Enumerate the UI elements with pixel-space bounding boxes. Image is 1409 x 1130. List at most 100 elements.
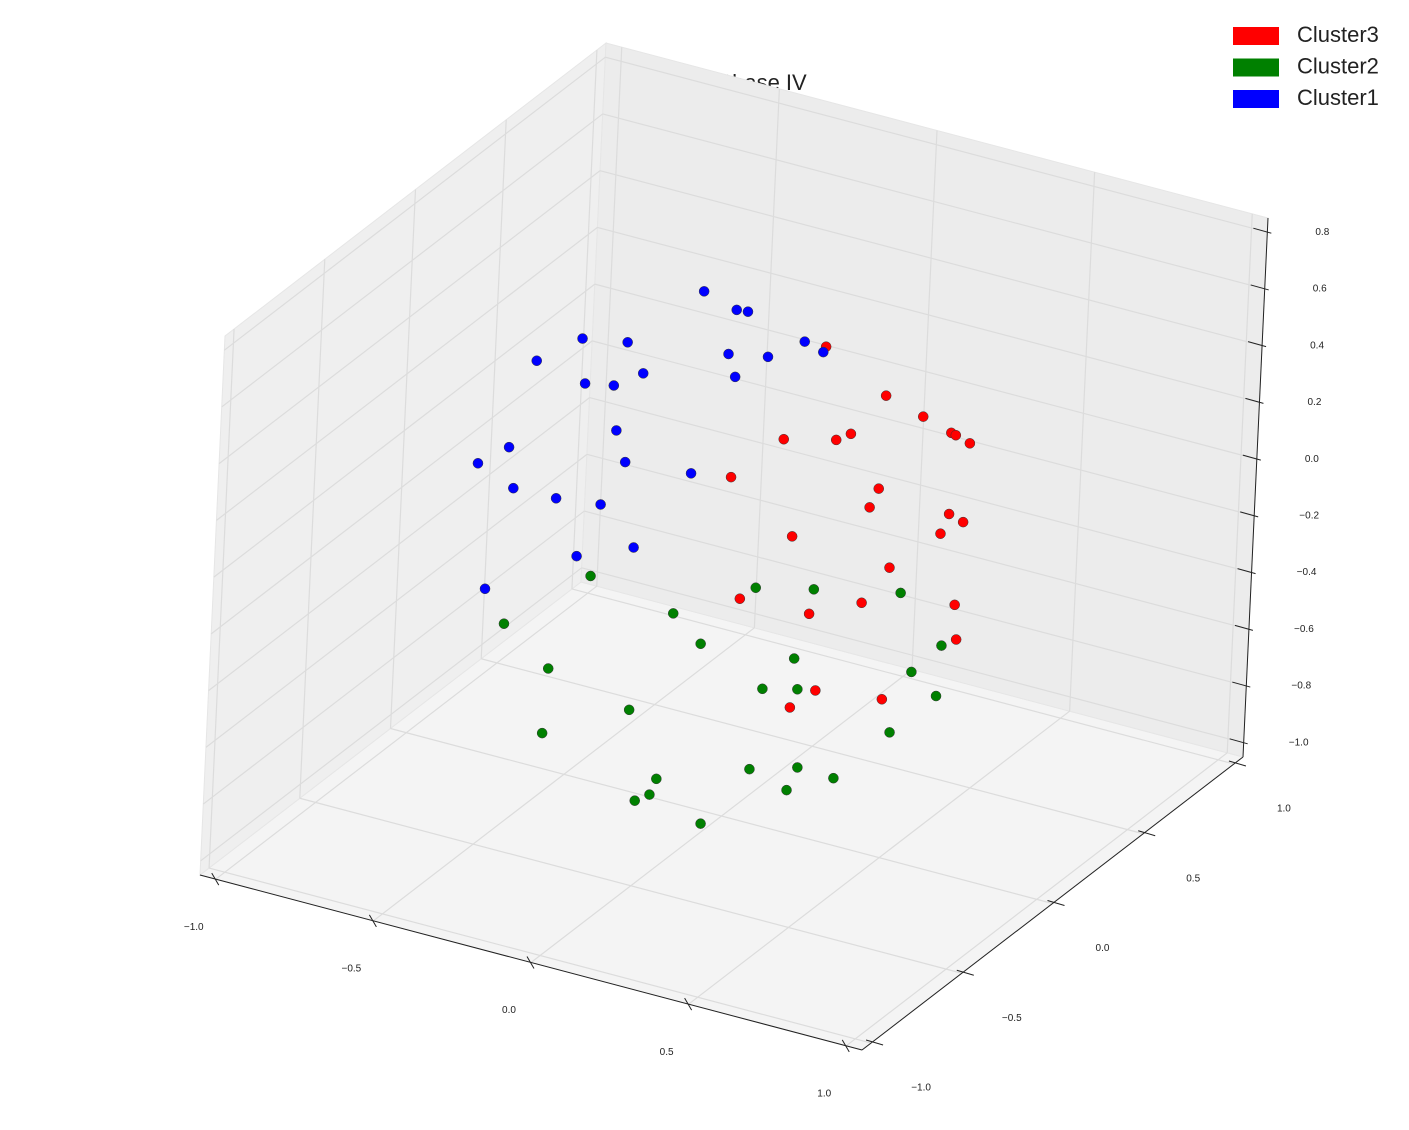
tick-mark <box>1047 900 1065 906</box>
scatter-point <box>744 763 755 775</box>
scatter-point <box>595 499 606 510</box>
scatter-point <box>784 702 796 713</box>
grid-line <box>299 797 962 974</box>
grid-line <box>589 397 1252 574</box>
scatter-point <box>964 438 976 449</box>
grid-line <box>605 56 1268 233</box>
tick-mark <box>1242 454 1261 461</box>
scatter-point <box>943 508 955 520</box>
scatter-point <box>503 441 515 453</box>
scatter-point <box>895 587 906 599</box>
x-tick-label: 0.5 <box>660 1047 674 1058</box>
tick-mark <box>865 1039 884 1046</box>
y-axis <box>861 756 1244 1051</box>
grid-line <box>586 453 1250 630</box>
grid-line <box>592 340 1255 517</box>
scatter-point <box>611 425 622 436</box>
grid-line <box>299 259 326 799</box>
scatter-point <box>577 333 588 344</box>
scatter-point <box>571 550 582 562</box>
legend-label: Cluster1 <box>1297 85 1379 110</box>
grid-line <box>480 119 507 659</box>
scatter-point <box>619 456 631 468</box>
grid-line <box>911 130 938 670</box>
scatter-point <box>873 483 884 494</box>
grid-line <box>571 588 1235 765</box>
grid-line <box>596 47 623 587</box>
scatter-point <box>637 368 649 379</box>
legend-swatch <box>1233 58 1279 77</box>
scatter-point <box>792 762 803 773</box>
tick-mark <box>1138 830 1156 837</box>
tick-mark <box>1229 738 1248 745</box>
tick-mark <box>1250 284 1269 291</box>
scatter-point <box>762 351 774 363</box>
x-tick-label: 1.0 <box>817 1088 831 1099</box>
grid-line <box>208 328 235 869</box>
tick-mark <box>956 969 974 976</box>
scatter-point <box>695 818 706 829</box>
scatter-point <box>856 597 867 609</box>
y-tick-label: 0.0 <box>1096 943 1110 954</box>
tick-mark <box>1234 624 1254 631</box>
grid-line <box>571 49 598 590</box>
legend-swatch <box>1233 90 1279 108</box>
grid-line <box>594 283 1257 460</box>
scatter-point <box>906 666 917 678</box>
scatter-point <box>808 584 820 595</box>
y-tick-label: −1.0 <box>911 1083 931 1094</box>
grid-line <box>202 510 585 805</box>
grid-line <box>200 567 583 862</box>
scatter-point <box>949 599 960 611</box>
z-tick-label: −1.0 <box>1289 737 1309 748</box>
grid-line <box>581 567 1244 744</box>
grid-line <box>597 226 1260 403</box>
z-tick-label: −0.2 <box>1299 511 1319 522</box>
scatter-point <box>935 528 946 539</box>
z-axis <box>1242 217 1269 758</box>
scatter-point <box>742 306 754 317</box>
grid-line <box>221 113 604 408</box>
legend-label: Cluster3 <box>1297 22 1379 47</box>
scatter-point <box>651 773 662 785</box>
scatter-point <box>884 727 895 738</box>
scatter-point <box>936 640 947 651</box>
scatter-point <box>830 434 842 446</box>
z-tick-label: −0.6 <box>1294 624 1314 635</box>
grid-line <box>481 658 1144 835</box>
z-tick-label: 0.4 <box>1310 340 1324 351</box>
scatter-point <box>845 428 857 440</box>
z-tick-label: 0.6 <box>1313 284 1327 295</box>
scatter-point <box>550 493 562 504</box>
scatter-point <box>698 286 710 297</box>
scatter-point <box>695 638 706 650</box>
tick-mark <box>1247 341 1267 348</box>
y-tick-label: −0.5 <box>1002 1013 1022 1024</box>
scatter-point <box>498 618 510 629</box>
x-axis <box>199 874 863 1051</box>
grid-line <box>213 283 596 578</box>
scatter-point <box>781 784 792 796</box>
scatter-point <box>723 348 734 360</box>
scatter-point <box>508 482 519 494</box>
scatter-point <box>950 429 962 441</box>
grid-line <box>389 189 417 729</box>
tick-mark <box>1228 760 1247 767</box>
scatter-point <box>750 582 761 593</box>
grid-line <box>208 397 590 692</box>
scatter-point <box>786 531 798 542</box>
legend-label: Cluster2 <box>1297 53 1379 78</box>
z-tick-label: 0.0 <box>1305 454 1319 465</box>
scatter-point <box>731 304 742 316</box>
scatter-point <box>725 471 737 483</box>
scatter-point <box>585 570 596 582</box>
tick-mark <box>1245 397 1264 404</box>
scatter-point <box>629 795 640 806</box>
scatter-point <box>479 583 491 595</box>
scatter-point <box>778 433 790 445</box>
scatter-point <box>788 653 800 664</box>
grid-line <box>1226 213 1253 753</box>
scatter-point <box>685 468 697 479</box>
grid-line <box>205 453 588 748</box>
